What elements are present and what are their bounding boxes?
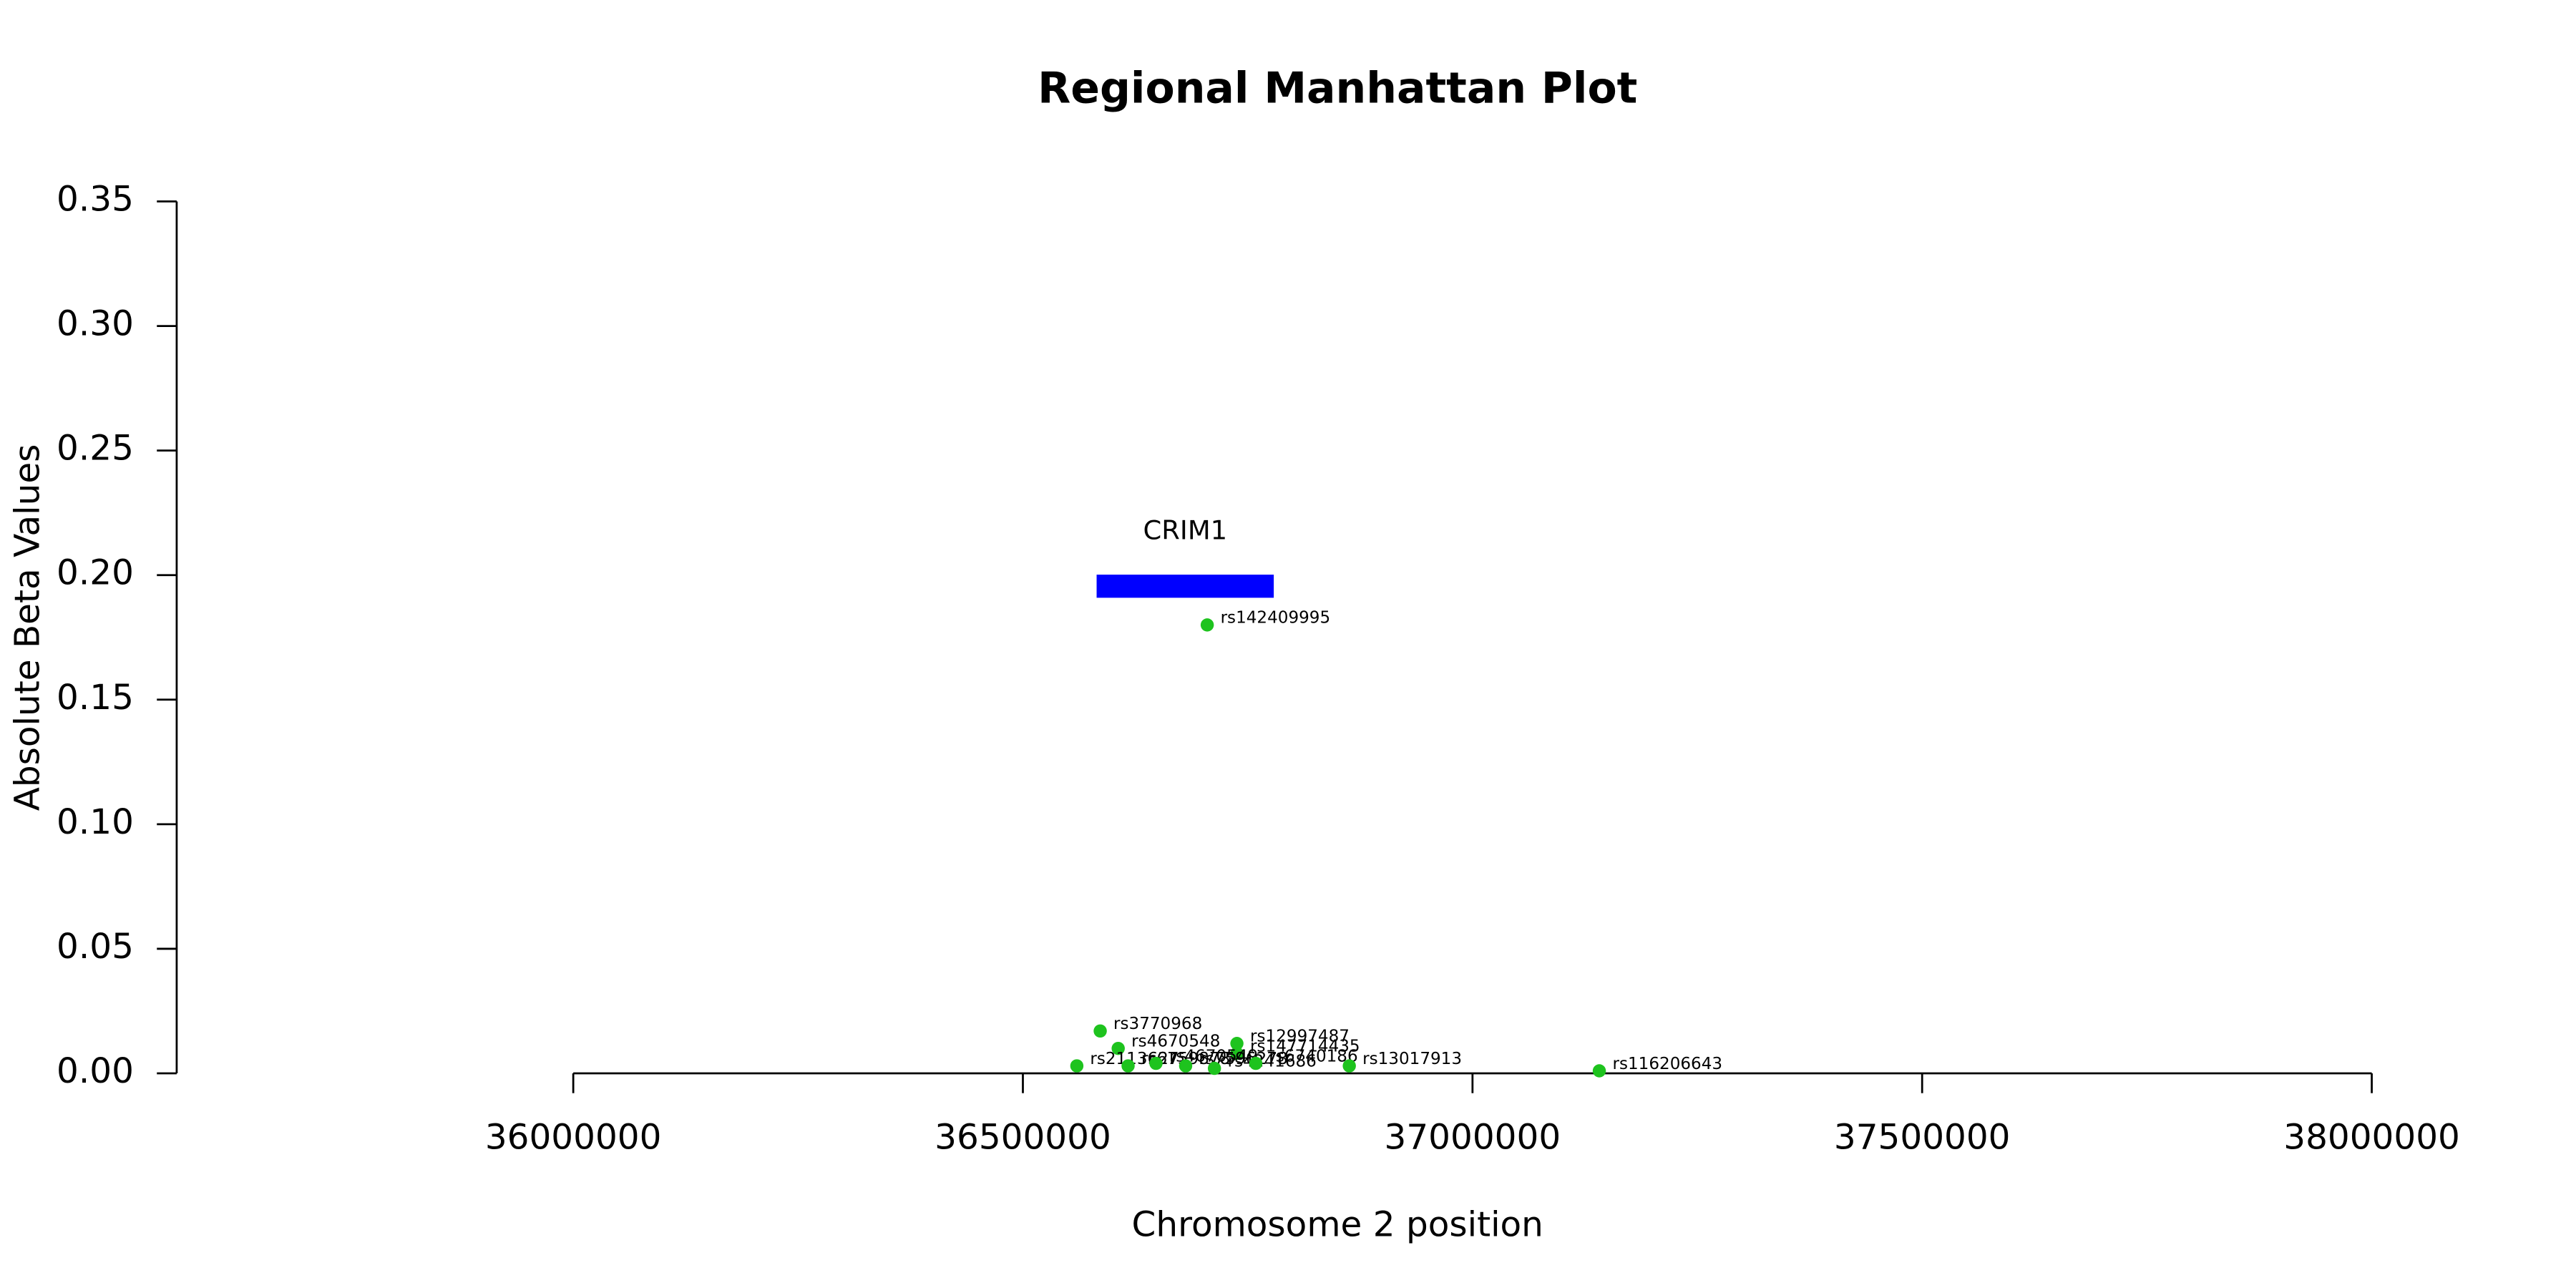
point-label: rs3770968 xyxy=(1113,1015,1202,1033)
data-point xyxy=(1121,1059,1135,1073)
x-tick-label: 36500000 xyxy=(935,1117,1111,1157)
data-point xyxy=(1249,1056,1263,1070)
x-tick-label: 36000000 xyxy=(485,1117,662,1157)
data-point xyxy=(1149,1056,1163,1070)
point-label: rs6740186 xyxy=(1269,1047,1357,1065)
point-label: rs116206643 xyxy=(1613,1055,1723,1073)
data-point xyxy=(1230,1036,1244,1050)
data-point xyxy=(1207,1061,1221,1075)
y-tick-label: 0.05 xyxy=(57,927,134,967)
point-label: rs147714435 xyxy=(1250,1037,1360,1055)
data-point xyxy=(1179,1059,1193,1073)
data-point xyxy=(1592,1064,1606,1078)
point-label: rs142409995 xyxy=(1221,609,1331,628)
x-tick-label: 38000000 xyxy=(2283,1117,2460,1157)
chart-title: Regional Manhattan Plot xyxy=(1038,64,1637,114)
point-label: rs13017913 xyxy=(1362,1050,1462,1068)
gene-bar xyxy=(1096,575,1274,598)
point-label: rs12997487 xyxy=(1250,1027,1350,1045)
y-tick-label: 0.00 xyxy=(57,1051,134,1091)
data-point xyxy=(1230,1046,1244,1060)
y-axis-label: Absolute Beta Values xyxy=(8,444,48,811)
y-tick-label: 0.20 xyxy=(57,553,134,593)
data-point xyxy=(1111,1041,1125,1055)
y-tick-label: 0.25 xyxy=(57,429,134,469)
y-tick-label: 0.15 xyxy=(57,678,134,718)
x-tick-label: 37000000 xyxy=(1385,1117,1561,1157)
point-label: rs4241686 xyxy=(1228,1052,1317,1070)
data-point xyxy=(1093,1024,1107,1038)
y-tick-label: 0.10 xyxy=(57,802,134,842)
point-label: rs4670548 xyxy=(1131,1032,1220,1050)
x-tick-label: 37500000 xyxy=(1834,1117,2011,1157)
gene-label: CRIM1 xyxy=(1143,515,1228,546)
data-point xyxy=(1200,618,1214,632)
y-tick-label: 0.30 xyxy=(57,304,134,344)
data-point xyxy=(1070,1059,1084,1073)
y-tick-label: 0.35 xyxy=(57,180,134,220)
data-point xyxy=(1342,1059,1356,1073)
x-axis-label: Chromosome 2 position xyxy=(1132,1205,1543,1245)
